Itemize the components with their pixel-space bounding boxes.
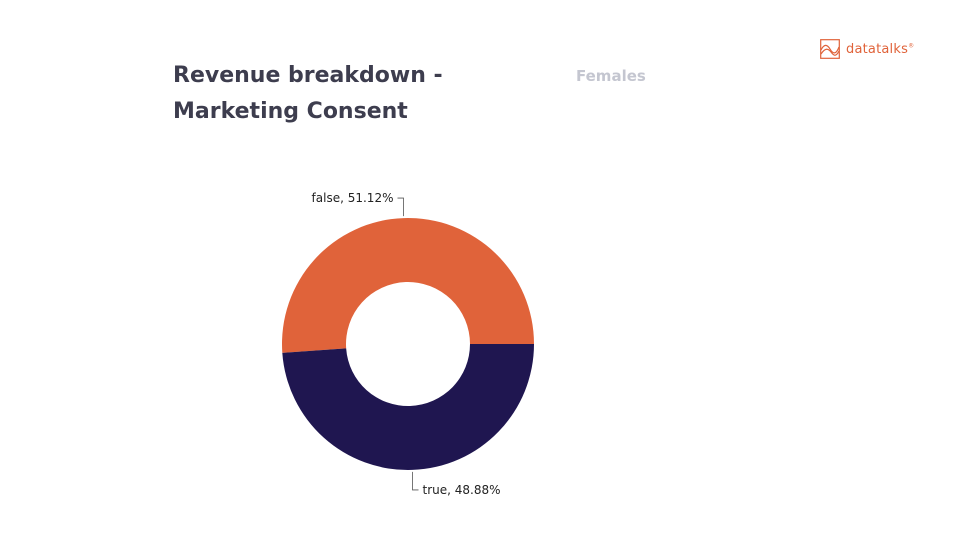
leader-line-false	[397, 197, 404, 217]
slice-label-false: false, 51.12%	[312, 191, 394, 205]
wave-chart-icon	[820, 39, 840, 59]
chart-title: Revenue breakdown - Marketing Consent	[173, 63, 443, 124]
brand-name: datatalks®	[846, 41, 915, 57]
slice-true[interactable]	[282, 344, 534, 470]
chart-subtitle: Females	[576, 67, 646, 85]
slice-false[interactable]	[281, 217, 534, 353]
brand-logo: datatalks®	[820, 38, 914, 60]
slice-label-true: true, 48.88%	[423, 483, 501, 497]
leader-line-true	[412, 471, 419, 491]
